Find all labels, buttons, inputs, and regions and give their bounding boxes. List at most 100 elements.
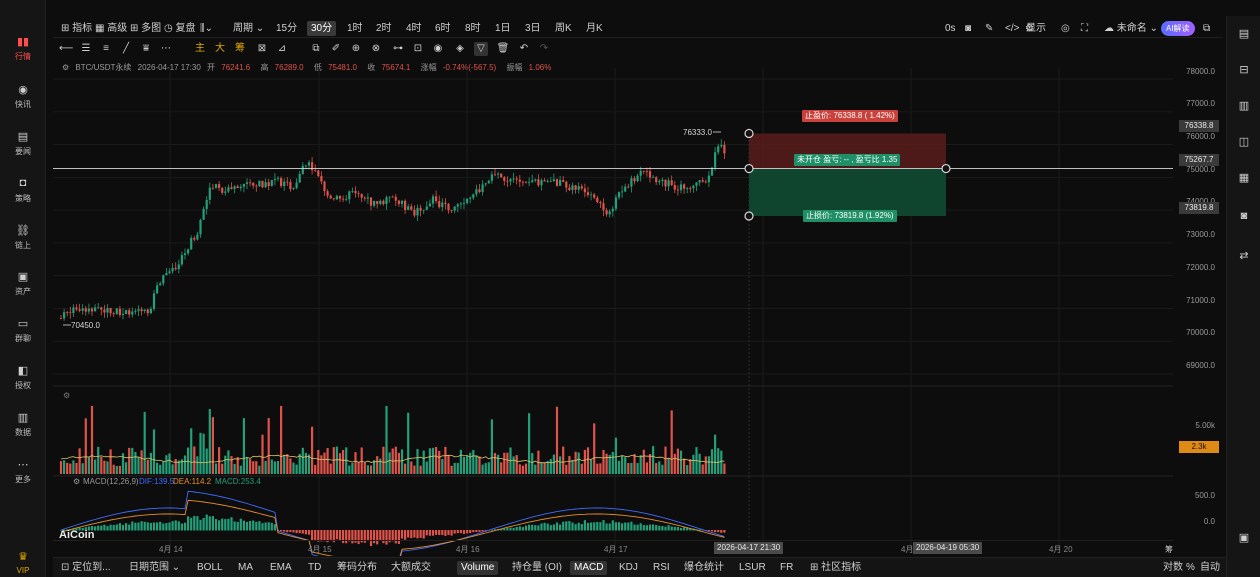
sidebar-item-auth[interactable]: ◧ 授权 — [0, 355, 46, 399]
bot-icon[interactable]: ◙ — [1240, 210, 1248, 222]
percent-scale-toggle[interactable]: % — [1186, 562, 1195, 573]
date-axis[interactable]: 4月 14 4月 15 4月 16 4月 17 2026-04-17 21:30… — [53, 540, 1173, 556]
chip-toggle[interactable]: 筹 — [1165, 545, 1173, 554]
indicator-ema[interactable]: EMA — [270, 562, 292, 573]
price-axis[interactable]: 78000.0 77000.0 76000.0 75000.0 74000.0 … — [1173, 60, 1223, 540]
sidebar-item-news[interactable]: ▤ 要闻 — [0, 121, 46, 165]
advanced-button[interactable]: ▦ 高级 — [95, 21, 127, 36]
layout-dropdown[interactable]: ☁ 未命名 ⌄ — [1104, 21, 1158, 36]
sub-indicator-fr[interactable]: FR — [780, 562, 794, 573]
sub-indicator-lsur[interactable]: LSUR — [739, 562, 766, 573]
indicator-chip[interactable]: 筹码分布 — [337, 562, 377, 573]
orderbook-icon[interactable]: ▤ — [1238, 28, 1250, 40]
timeframe-8h[interactable]: 8时 — [465, 23, 481, 34]
multi-chart-button[interactable]: ⊞ 多图 — [130, 21, 161, 36]
timeframe-2h[interactable]: 2时 — [376, 23, 392, 34]
sub-indicator-oi[interactable]: 持仓量 (OI) — [512, 562, 562, 573]
lock-icon[interactable]: ⊡ — [413, 43, 423, 54]
timeframe-30m[interactable]: 30分 — [307, 21, 337, 36]
calendar-icon[interactable]: ▦ — [1238, 172, 1250, 184]
sub-indicator-volume[interactable]: Volume — [457, 561, 499, 575]
popout-icon[interactable]: ⧉ — [1203, 23, 1211, 34]
magnet-icon[interactable]: ⊗ — [371, 43, 381, 54]
filter-icon[interactable]: ▽ — [474, 42, 488, 56]
chart-type-button[interactable]: ⫼⌄ — [200, 21, 213, 36]
fib-icon[interactable]: ⩸ — [142, 43, 150, 54]
alert-icon[interactable]: ⊿ — [277, 43, 287, 54]
sub-indicator-rsi[interactable]: RSI — [653, 562, 670, 573]
sidebar-item-assets[interactable]: ▣ 资产 — [0, 261, 46, 305]
entry-label[interactable]: 未开仓 盈亏: -- , 盈亏比 1.35 — [794, 154, 901, 166]
ranking-icon[interactable]: ▥ — [1238, 100, 1250, 112]
timeframe-1h[interactable]: 1时 — [347, 23, 363, 34]
swap-icon[interactable]: ⇄ — [1239, 250, 1249, 262]
vip-button[interactable]: ♛ VIP — [0, 548, 46, 576]
more-tools-icon[interactable]: ⋯ — [161, 43, 171, 54]
indicator-big-trades[interactable]: 大额成交 — [391, 562, 431, 573]
timeframe-6h[interactable]: 6时 — [435, 23, 451, 34]
indicator-td[interactable]: TD — [308, 562, 322, 573]
settings-icon[interactable]: ⚙ — [62, 63, 70, 72]
layers-icon[interactable]: ◈ — [456, 43, 464, 54]
timeframe-4h[interactable]: 4时 — [406, 23, 422, 34]
lines-icon[interactable]: ☰ — [81, 43, 91, 54]
sub-indicator-macd[interactable]: MACD — [570, 561, 608, 575]
auto-scale-toggle[interactable]: 自动 — [1200, 562, 1220, 573]
sub-indicator-liquidation[interactable]: 爆仓统计 — [684, 562, 724, 573]
timeframe-month[interactable]: 月K — [586, 23, 603, 34]
sidebar-item-data[interactable]: ▥ 数据 — [0, 402, 46, 446]
list-icon[interactable]: ≡ — [103, 43, 109, 54]
stop-loss-label[interactable]: 止损价: 73819.8 (1.92%) — [803, 210, 897, 222]
community-indicator-button[interactable]: ⊞ 社区指标 — [810, 561, 861, 575]
sidebar-item-market[interactable]: ▮▮ 行情 — [0, 26, 46, 70]
trendline-icon[interactable]: ╱ — [122, 43, 130, 54]
order-box[interactable] — [53, 128, 1173, 548]
trade-icon[interactable]: ⊟ — [1239, 64, 1249, 76]
display-button[interactable]: 显示 — [1026, 21, 1046, 36]
horizontal-ray-icon[interactable]: ⟵ — [59, 43, 74, 54]
timeframe-15m[interactable]: 15分 — [276, 23, 298, 34]
replay-button[interactable]: ◷ 复盘 — [164, 21, 196, 36]
sidebar-item-onchain[interactable]: ⛓ 链上 — [0, 215, 46, 259]
trash-icon[interactable]: 🗑 — [496, 43, 510, 54]
indicator-ma[interactable]: MA — [238, 562, 253, 573]
edit-icon[interactable]: ✎ — [985, 23, 994, 34]
volume-settings-icon[interactable]: ⚙ — [63, 391, 70, 400]
target-icon[interactable]: ◎ — [1061, 23, 1070, 34]
sidebar-item-flash[interactable]: ◉ 快讯 — [0, 74, 46, 118]
take-profit-label[interactable]: 止盈价: 76338.8 ( 1.42%) — [802, 110, 898, 122]
signal-icon[interactable]: ⊠ — [257, 43, 267, 54]
timeframe-3d[interactable]: 3日 — [525, 23, 541, 34]
undo-icon[interactable]: ↶ — [519, 43, 529, 54]
macd-settings-icon[interactable]: ⚙ — [73, 477, 80, 486]
period-dropdown[interactable]: 周期 ⌄ — [233, 21, 264, 36]
redo-icon[interactable]: ↷ — [539, 43, 549, 54]
big-order-icon[interactable]: 大 — [215, 43, 225, 54]
fullscreen-icon[interactable]: ⛶ — [1081, 23, 1088, 34]
main-force-icon[interactable]: 主 — [195, 43, 205, 54]
timeframe-1d[interactable]: 1日 — [495, 23, 511, 34]
locate-button[interactable]: ⊡ 定位到... — [61, 561, 111, 575]
sidebar-item-chat[interactable]: ▭ 群聊 — [0, 308, 46, 352]
indicator-boll[interactable]: BOLL — [197, 562, 223, 573]
code-icon[interactable]: </> — [1005, 23, 1020, 34]
copy-icon[interactable]: ⧉ — [312, 43, 320, 54]
indicator-button[interactable]: ⊞ 指标 — [61, 21, 92, 36]
timeframe-week[interactable]: 周K — [555, 23, 572, 34]
info-icon[interactable]: ◫ — [1238, 136, 1250, 148]
chip-icon[interactable]: 筹 — [235, 43, 245, 54]
ai-interpret-button[interactable]: AI解读 — [1161, 21, 1195, 36]
log-scale-toggle[interactable]: 对数 — [1163, 562, 1183, 573]
layout-icon[interactable]: ▣ — [1238, 532, 1250, 544]
sidebar-item-more[interactable]: ⋯ 更多 — [0, 449, 46, 493]
camera-icon[interactable]: ◙ — [965, 23, 972, 34]
settings-icon[interactable]: ⚙ — [1025, 23, 1034, 34]
eye-icon[interactable]: ◉ — [433, 43, 443, 54]
sidebar-item-strategy[interactable]: ◘ 策略 — [0, 168, 46, 212]
chart-area[interactable]: 76333.0 70450.0 ⚙ MACD(12,26,9) DIF:139.… — [53, 60, 1173, 556]
chain-link-icon[interactable]: ⊶ — [393, 43, 403, 54]
zoom-icon[interactable]: ⊕ — [351, 43, 361, 54]
date-range-dropdown[interactable]: 日期范围 ⌄ — [129, 561, 180, 575]
sub-indicator-kdj[interactable]: KDJ — [619, 562, 638, 573]
ruler-icon[interactable]: ✐ — [331, 43, 341, 54]
